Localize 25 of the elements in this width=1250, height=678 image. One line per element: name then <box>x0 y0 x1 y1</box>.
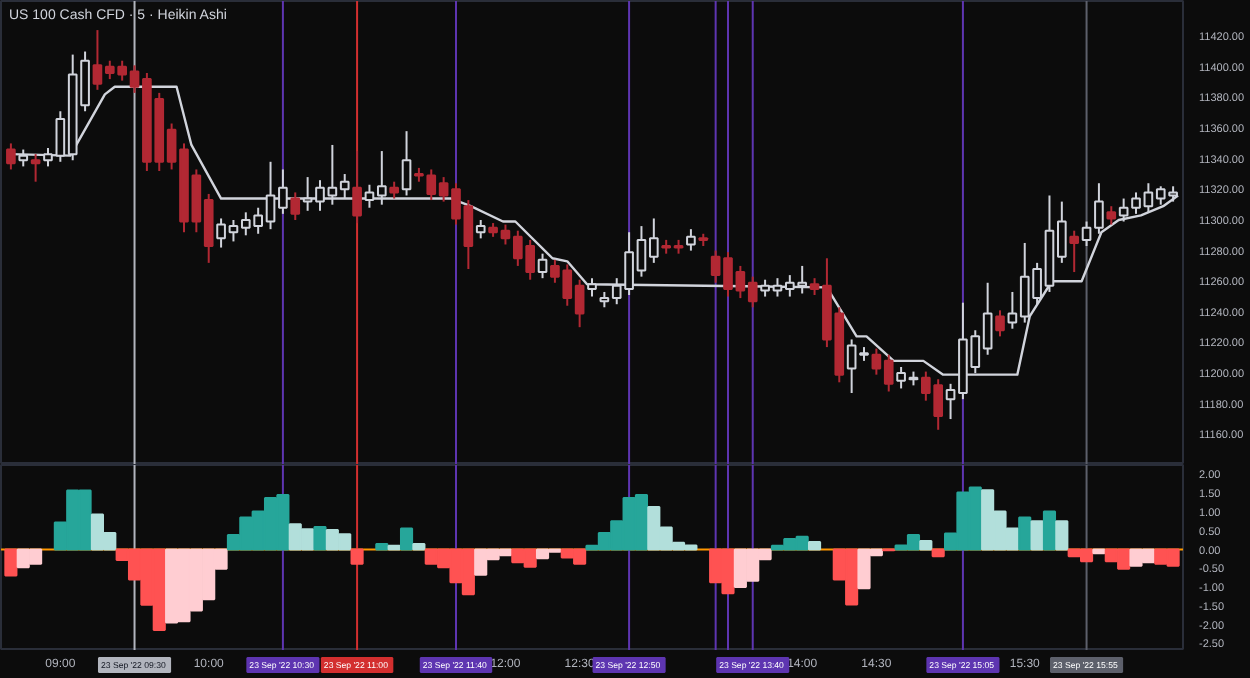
candlestick <box>995 309 1005 338</box>
bar <box>375 542 389 551</box>
candlestick <box>1106 205 1117 226</box>
bar <box>919 539 933 551</box>
candlestick <box>30 153 41 183</box>
bar <box>1055 520 1069 551</box>
candlestick <box>475 218 486 240</box>
bar <box>4 548 18 577</box>
candlestick <box>401 130 412 197</box>
candlestick <box>6 142 16 171</box>
bar <box>412 542 426 551</box>
candlestick <box>1069 229 1080 274</box>
bar <box>807 541 822 551</box>
bar <box>350 548 364 565</box>
bar <box>1030 520 1044 551</box>
candlestick <box>686 228 696 252</box>
bar <box>399 527 414 551</box>
candlestick <box>290 191 301 221</box>
candlestick <box>352 150 362 225</box>
bar <box>313 526 327 551</box>
candlestick <box>537 252 548 280</box>
bar <box>1018 516 1032 551</box>
bar <box>931 548 945 558</box>
bar <box>1042 510 1057 551</box>
candlestick <box>587 277 597 298</box>
